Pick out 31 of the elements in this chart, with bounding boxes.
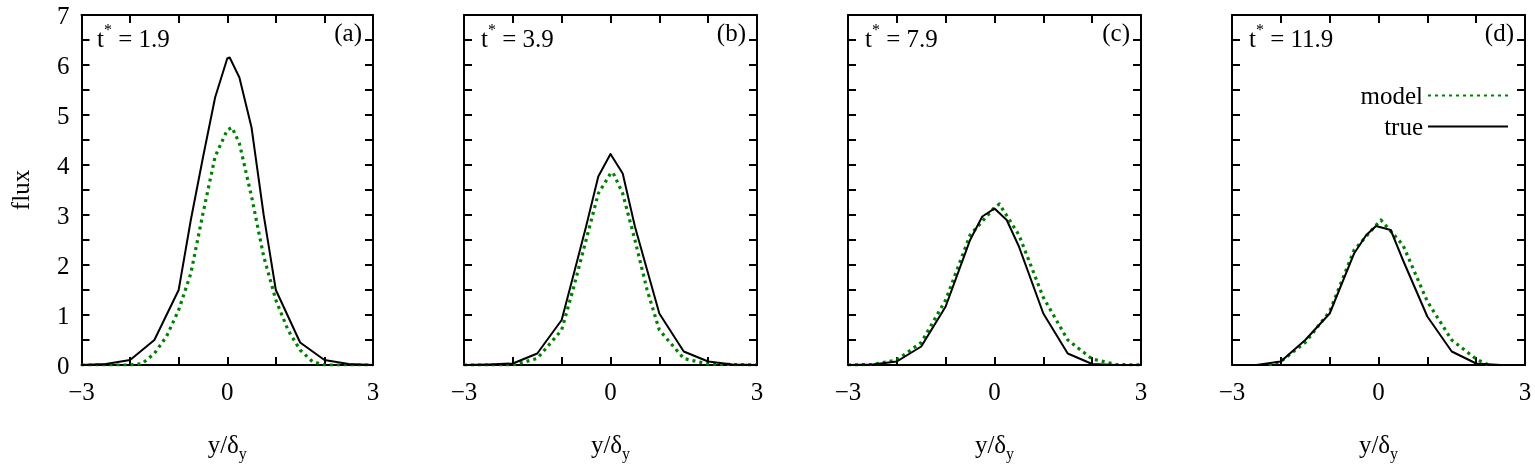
y-tick-label: 3 bbox=[57, 201, 70, 229]
x-tick-label: 0 bbox=[221, 378, 234, 405]
x-tick-label: 3 bbox=[1134, 378, 1148, 405]
x-tick-label: −3 bbox=[1218, 378, 1246, 405]
y-tick-label: 0 bbox=[57, 351, 70, 379]
annotation: (a) bbox=[334, 19, 362, 47]
y-axis-title: flux bbox=[7, 169, 34, 211]
legend-label: model bbox=[1360, 82, 1424, 109]
y-tick-label: 7 bbox=[57, 1, 70, 29]
x-tick-label: −3 bbox=[450, 378, 478, 405]
x-tick-label: 3 bbox=[366, 378, 380, 405]
chart-title: t* = 1.9 bbox=[97, 20, 170, 52]
y-tick-label: 5 bbox=[57, 101, 70, 129]
annotation: (c) bbox=[1102, 19, 1130, 47]
x-tick-label: 3 bbox=[1518, 378, 1532, 405]
chart-title: t* = 3.9 bbox=[481, 20, 554, 52]
annotation: (d) bbox=[1484, 19, 1515, 47]
legend-label: true bbox=[1384, 113, 1423, 140]
y-tick-label: 4 bbox=[57, 151, 70, 179]
y-tick-label: 6 bbox=[57, 51, 70, 79]
chart-title: t* = 11.9 bbox=[1249, 20, 1334, 52]
y-tick-label: 2 bbox=[57, 251, 70, 279]
x-tick-label: 0 bbox=[1372, 378, 1385, 405]
x-tick-label: 3 bbox=[750, 378, 764, 405]
x-tick-label: −3 bbox=[834, 378, 862, 405]
x-tick-label: 0 bbox=[988, 378, 1001, 405]
x-tick-label: −3 bbox=[68, 378, 95, 405]
annotation: (b) bbox=[716, 19, 747, 47]
x-tick-label: 0 bbox=[604, 378, 617, 405]
chart-title: t* = 7.9 bbox=[865, 20, 938, 52]
y-tick-label: 1 bbox=[57, 301, 70, 329]
